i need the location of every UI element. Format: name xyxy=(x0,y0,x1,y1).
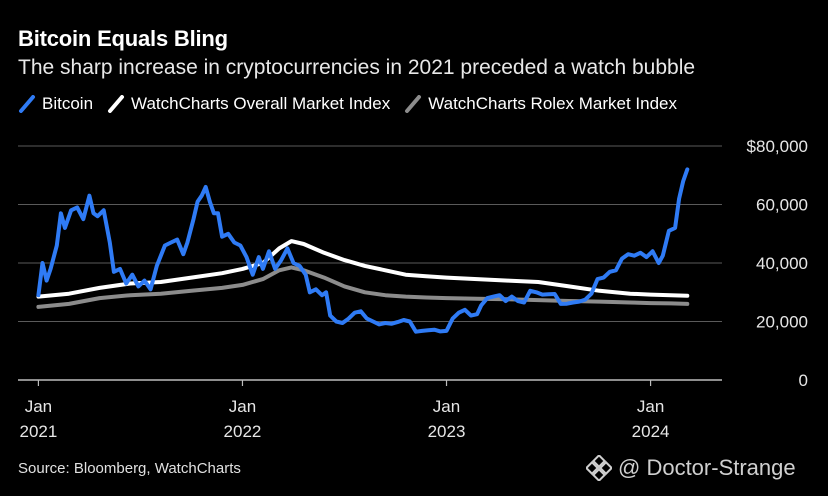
chart-title: Bitcoin Equals Bling xyxy=(18,26,228,51)
overall-index-series-line xyxy=(36,239,690,299)
x-tick-label: Jan xyxy=(25,397,52,416)
rolex-index-series-line xyxy=(36,265,690,309)
y-tick-label: 40,000 xyxy=(756,254,808,273)
watermark-text: @ Doctor-Strange xyxy=(618,455,796,480)
x-tick-label: Jan xyxy=(229,397,256,416)
overall-line-swatch-icon xyxy=(107,95,125,113)
x-tick-label: Jan xyxy=(637,397,664,416)
source-note: Source: Bloomberg, WatchCharts xyxy=(18,460,241,477)
legend: Bitcoin WatchCharts Overall Market Index… xyxy=(18,94,691,114)
y-tick-label: 0 xyxy=(799,371,808,390)
x-tick-label: Jan xyxy=(433,397,460,416)
legend-item-rolex: WatchCharts Rolex Market Index xyxy=(404,94,677,114)
y-tick-label: $80,000 xyxy=(747,137,808,156)
watermark: @ Doctor-Strange xyxy=(586,455,796,481)
legend-item-bitcoin: Bitcoin xyxy=(18,94,93,114)
legend-label-rolex: WatchCharts Rolex Market Index xyxy=(428,94,678,113)
bitcoin-line-swatch-icon xyxy=(18,95,36,113)
x-tick-label-year: 2023 xyxy=(428,422,466,441)
x-tick-label-year: 2022 xyxy=(224,422,262,441)
y-tick-label: 60,000 xyxy=(756,196,808,215)
bitcoin-series-line xyxy=(36,167,690,334)
x-tick-label-year: 2021 xyxy=(19,422,57,441)
x-tick-label-year: 2024 xyxy=(632,422,670,441)
diamond-logo-icon xyxy=(586,455,612,481)
chart-subtitle: The sharp increase in cryptocurrencies i… xyxy=(18,56,696,79)
legend-item-overall: WatchCharts Overall Market Index xyxy=(107,94,390,114)
legend-label-bitcoin: Bitcoin xyxy=(42,94,94,113)
legend-label-overall: WatchCharts Overall Market Index xyxy=(131,94,391,113)
y-tick-label: 20,000 xyxy=(756,313,808,332)
rolex-line-swatch-icon xyxy=(404,95,422,113)
